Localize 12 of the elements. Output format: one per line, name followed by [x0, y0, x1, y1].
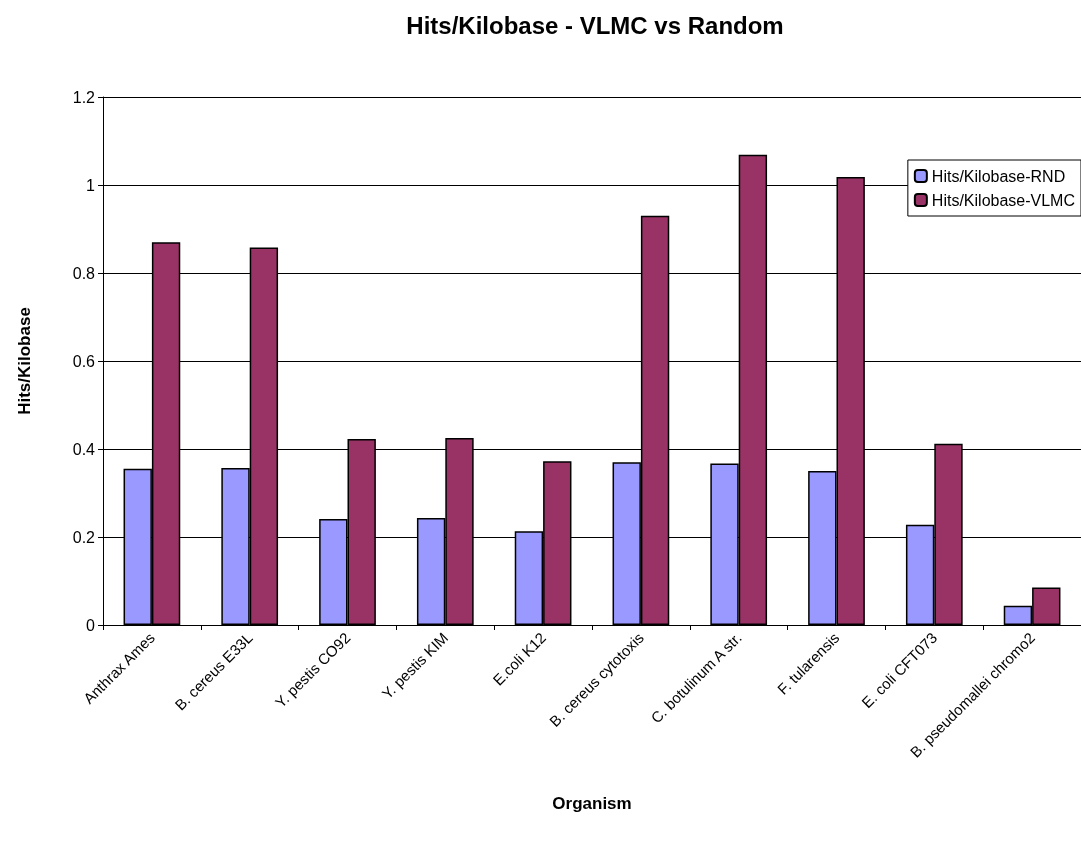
y-tick-label: 0.6: [72, 352, 96, 370]
y-tick-label: 0.8: [72, 264, 96, 282]
x-axis-title: Organism: [552, 794, 632, 813]
y-tick-label: 0.2: [72, 528, 96, 546]
y-tick-label: 1.2: [72, 88, 96, 106]
y-tick-label: 0: [86, 616, 96, 634]
legend-label: Hits/Kilobase-VLMC: [931, 191, 1075, 209]
y-tick-label: 1: [86, 176, 96, 194]
chart-title: Hits/Kilobase - VLMC vs Random: [406, 11, 784, 39]
legend-label: Hits/Kilobase-RND: [931, 167, 1066, 185]
y-axis-title: Hits/Kilobase: [15, 307, 34, 415]
y-tick-label: 0.4: [72, 440, 96, 458]
